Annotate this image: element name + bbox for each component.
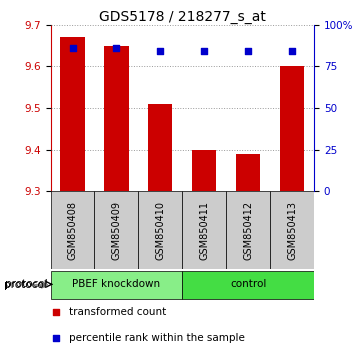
Text: GSM850413: GSM850413 xyxy=(287,201,297,259)
Text: GSM850412: GSM850412 xyxy=(243,200,253,260)
Point xyxy=(53,309,59,315)
Title: GDS5178 / 218277_s_at: GDS5178 / 218277_s_at xyxy=(99,10,266,24)
Text: GSM850410: GSM850410 xyxy=(155,201,165,259)
Bar xyxy=(138,191,182,269)
Point xyxy=(70,45,75,51)
Bar xyxy=(182,191,226,269)
Bar xyxy=(60,37,84,191)
Bar xyxy=(182,270,314,299)
Bar xyxy=(51,270,182,299)
Bar xyxy=(148,104,173,191)
Bar xyxy=(236,154,260,191)
Bar xyxy=(270,191,314,269)
Bar xyxy=(192,149,216,191)
Bar xyxy=(95,191,138,269)
Text: transformed count: transformed count xyxy=(69,307,166,317)
Point xyxy=(53,335,59,341)
Point xyxy=(289,48,295,54)
Point xyxy=(201,48,207,54)
Bar xyxy=(280,66,304,191)
Point xyxy=(157,48,163,54)
Text: PBEF knockdown: PBEF knockdown xyxy=(72,279,161,289)
Text: control: control xyxy=(230,279,266,289)
Text: protocol: protocol xyxy=(5,279,48,289)
Bar xyxy=(104,46,129,191)
Bar xyxy=(51,191,95,269)
Text: GSM850409: GSM850409 xyxy=(112,201,121,259)
Text: GSM850411: GSM850411 xyxy=(199,201,209,259)
Bar xyxy=(226,191,270,269)
Point xyxy=(245,48,251,54)
Point xyxy=(113,45,119,51)
Text: percentile rank within the sample: percentile rank within the sample xyxy=(69,332,245,343)
Text: protocol: protocol xyxy=(4,280,47,290)
Text: GSM850408: GSM850408 xyxy=(68,201,78,259)
